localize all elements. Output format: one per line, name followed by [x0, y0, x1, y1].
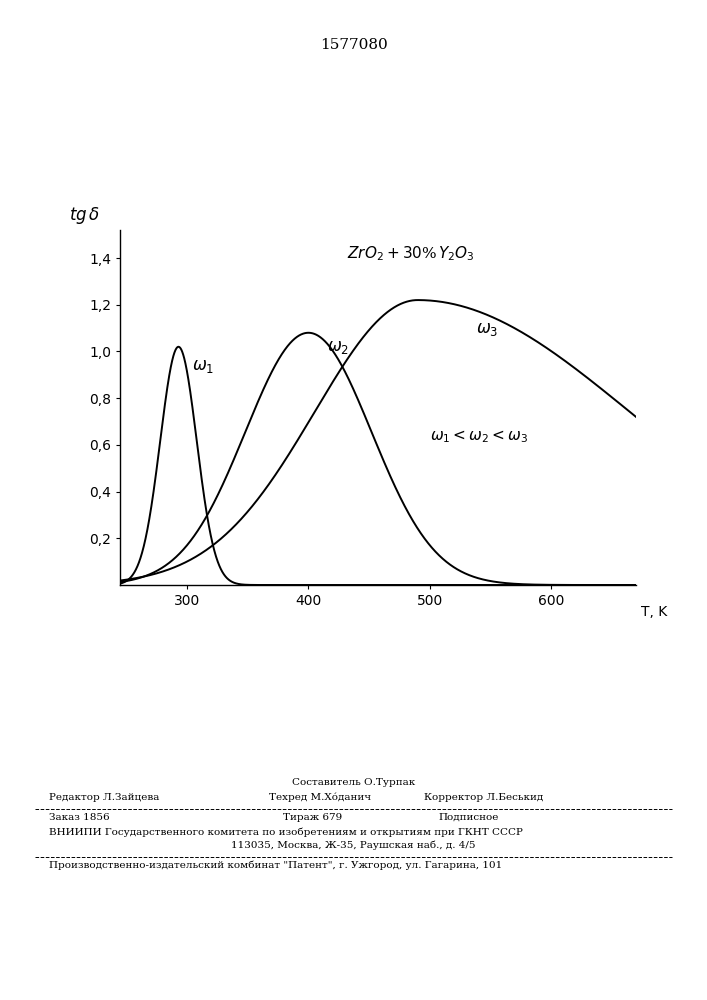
Text: Заказ 1856: Заказ 1856: [49, 813, 110, 822]
Text: Редактор Л.Зайцева: Редактор Л.Зайцева: [49, 793, 160, 802]
Text: 113035, Москва, Ж-35, Раушская наб., д. 4/5: 113035, Москва, Ж-35, Раушская наб., д. …: [231, 840, 476, 850]
Text: Тираж 679: Тираж 679: [283, 813, 342, 822]
Text: ВНИИПИ Государственного комитета по изобретениям и открытиям при ГКНТ СССР: ВНИИПИ Государственного комитета по изоб…: [49, 828, 523, 837]
Text: Корректор Л.Беськид: Корректор Л.Беськид: [424, 793, 544, 802]
Text: 1577080: 1577080: [320, 38, 387, 52]
Text: T, K: T, K: [641, 605, 667, 619]
Text: $\omega_2$: $\omega_2$: [327, 339, 349, 356]
Text: $tg\,\delta$: $tg\,\delta$: [69, 205, 100, 226]
Text: $\omega_1 < \omega_2 < \omega_3$: $\omega_1 < \omega_2 < \omega_3$: [430, 429, 528, 446]
Text: Производственно-издательский комбинат "Патент", г. Ужгород, ул. Гагарина, 101: Производственно-издательский комбинат "П…: [49, 860, 503, 870]
Text: $\omega_1$: $\omega_1$: [192, 358, 214, 375]
Text: Техред М.Хóданич: Техред М.Хóданич: [269, 792, 370, 802]
Text: Составитель О.Турпак: Составитель О.Турпак: [292, 778, 415, 787]
Text: $ZrO_2+30$%$\,Y_2O_3$: $ZrO_2+30$%$\,Y_2O_3$: [347, 244, 475, 263]
Text: $\omega_3$: $\omega_3$: [476, 321, 498, 338]
Text: Подписное: Подписное: [438, 813, 498, 822]
